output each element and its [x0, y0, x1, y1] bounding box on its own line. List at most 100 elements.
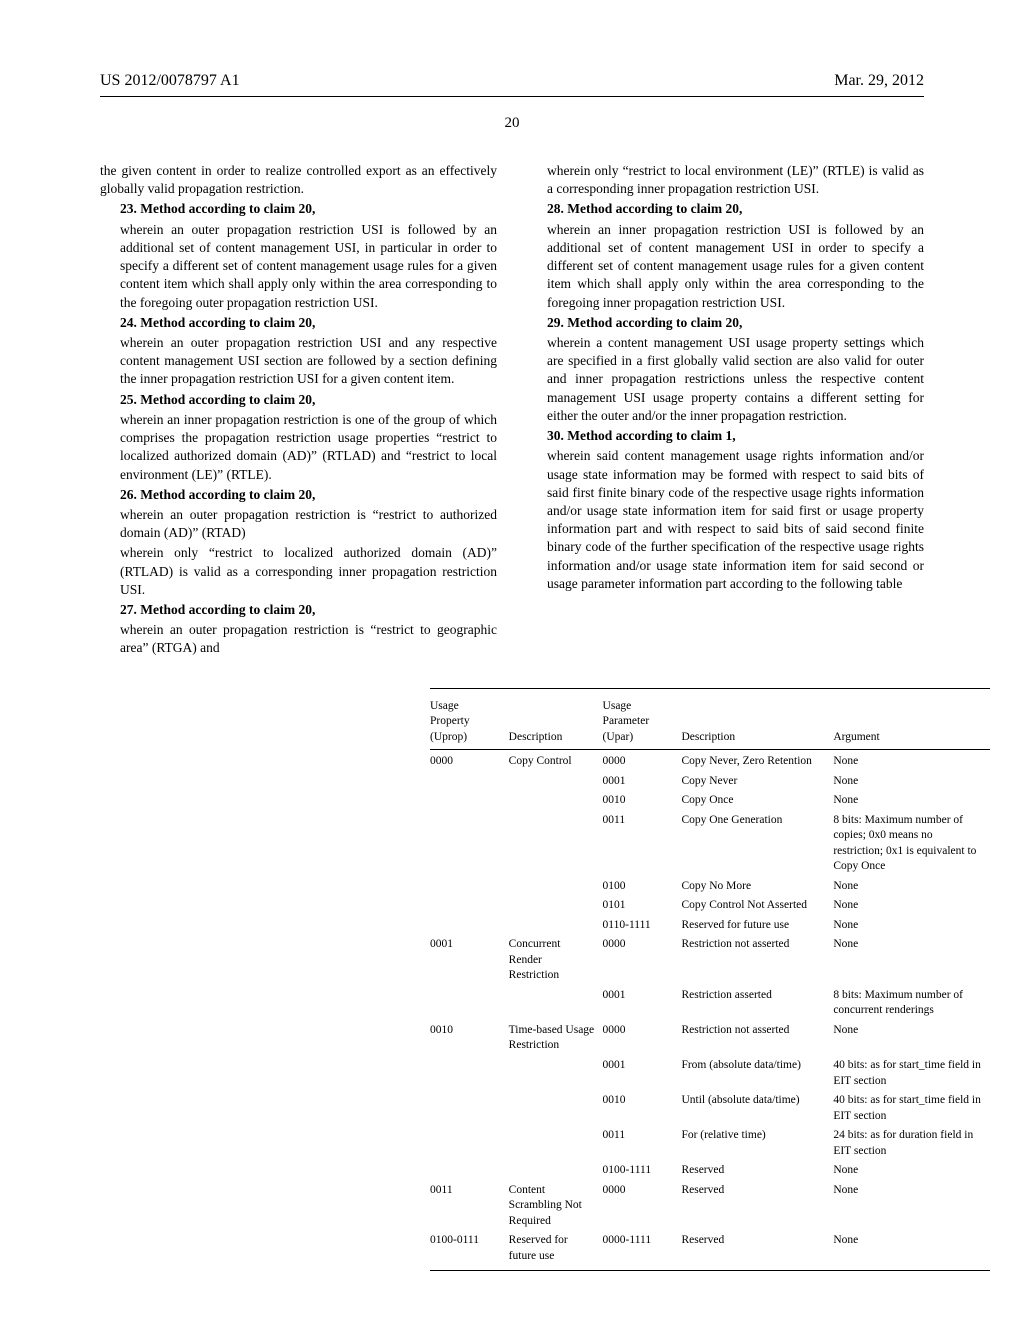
cell-uprop: [430, 914, 509, 934]
cell-upar: 0000: [603, 750, 682, 770]
claim-25-body: wherein an inner propagation restriction…: [100, 411, 497, 484]
cell-arg: None: [833, 770, 990, 790]
cell-arg: 8 bits: Maximum number of copies; 0x0 me…: [833, 809, 990, 875]
cell-arg: 40 bits: as for start_time field in EIT …: [833, 1054, 990, 1089]
table-row: 0110-1111Reserved for future useNone: [430, 914, 990, 934]
claim-24-head: 24. Method according to claim 20,: [100, 314, 497, 332]
cell-uprop: [430, 1054, 509, 1089]
cell-arg: None: [833, 789, 990, 809]
cell-desc2: Copy One Generation: [681, 809, 833, 875]
right-column: wherein only “restrict to local environm…: [527, 162, 924, 660]
cell-uprop: 0010: [430, 1019, 509, 1054]
cell-desc2: Copy Never: [681, 770, 833, 790]
cell-desc1: Copy Control: [509, 750, 603, 770]
cell-upar: 0110-1111: [603, 914, 682, 934]
claim-28-body: wherein an inner propagation restriction…: [527, 221, 924, 312]
table-row: 0001Copy NeverNone: [430, 770, 990, 790]
table-row: 0011For (relative time)24 bits: as for d…: [430, 1124, 990, 1159]
cell-desc1: Time-based Usage Restriction: [509, 1019, 603, 1054]
claim-27-body: wherein an outer propagation restriction…: [100, 621, 497, 657]
claim-29-head: 29. Method according to claim 20,: [527, 314, 924, 332]
cell-upar: 0000: [603, 933, 682, 984]
cell-desc2: Reserved: [681, 1159, 833, 1179]
cell-arg: None: [833, 875, 990, 895]
cell-uprop: 0100-0111: [430, 1229, 509, 1271]
cell-upar: 0011: [603, 1124, 682, 1159]
pub-number: US 2012/0078797 A1: [100, 72, 240, 90]
table-row: 0100-0111Reserved for future use0000-111…: [430, 1229, 990, 1271]
cell-arg: 8 bits: Maximum number of concurrent ren…: [833, 984, 990, 1019]
claim-26-body1: wherein an outer propagation restriction…: [100, 506, 497, 542]
th-uprop: UsageProperty(Uprop): [430, 699, 509, 750]
cell-desc2: Reserved: [681, 1179, 833, 1230]
page-number: 20: [100, 115, 924, 132]
cell-arg: None: [833, 1019, 990, 1054]
table-row: 0010Time-based Usage Restriction0000Rest…: [430, 1019, 990, 1054]
table-row: 0011Copy One Generation8 bits: Maximum n…: [430, 809, 990, 875]
cell-desc1: [509, 875, 603, 895]
cell-uprop: [430, 770, 509, 790]
table-row: 0100-1111ReservedNone: [430, 1159, 990, 1179]
cell-uprop: [430, 1089, 509, 1124]
th-desc2: Description: [681, 699, 833, 750]
claim-27-head: 27. Method according to claim 20,: [100, 601, 497, 619]
cell-desc1: [509, 809, 603, 875]
cell-upar: 0011: [603, 809, 682, 875]
cell-upar: 0100: [603, 875, 682, 895]
table-row: 0011Content Scrambling Not Required0000R…: [430, 1179, 990, 1230]
cell-desc1: [509, 789, 603, 809]
cell-uprop: [430, 875, 509, 895]
cell-arg: None: [833, 894, 990, 914]
cell-uprop: [430, 789, 509, 809]
cell-desc1: Reserved for future use: [509, 1229, 603, 1271]
cell-upar: 0101: [603, 894, 682, 914]
cell-desc2: Copy No More: [681, 875, 833, 895]
cell-uprop: 0000: [430, 750, 509, 770]
cell-desc1: [509, 914, 603, 934]
cell-arg: 24 bits: as for duration field in EIT se…: [833, 1124, 990, 1159]
cell-desc1: [509, 1124, 603, 1159]
cell-desc1: [509, 894, 603, 914]
table-row: 0000Copy Control0000Copy Never, Zero Ret…: [430, 750, 990, 770]
claim-23-head: 23. Method according to claim 20,: [100, 200, 497, 218]
cell-desc2: Copy Control Not Asserted: [681, 894, 833, 914]
claim-24-body: wherein an outer propagation restriction…: [100, 334, 497, 389]
left-column: the given content in order to realize co…: [100, 162, 497, 660]
claim-26-head: 26. Method according to claim 20,: [100, 486, 497, 504]
cell-arg: None: [833, 933, 990, 984]
table-row: 0101Copy Control Not AssertedNone: [430, 894, 990, 914]
claim-27-cont: wherein only “restrict to local environm…: [527, 162, 924, 198]
intro-text: the given content in order to realize co…: [100, 162, 497, 198]
claim-28-head: 28. Method according to claim 20,: [527, 200, 924, 218]
table-row: 0010Until (absolute data/time)40 bits: a…: [430, 1089, 990, 1124]
cell-desc2: Copy Never, Zero Retention: [681, 750, 833, 770]
table-body: 0000Copy Control0000Copy Never, Zero Ret…: [430, 750, 990, 1271]
cell-uprop: [430, 984, 509, 1019]
cell-desc1: Concurrent Render Restriction: [509, 933, 603, 984]
cell-uprop: [430, 1159, 509, 1179]
cell-uprop: [430, 894, 509, 914]
claim-30-body: wherein said content management usage ri…: [527, 447, 924, 593]
cell-desc1: [509, 1089, 603, 1124]
cell-upar: 0001: [603, 984, 682, 1019]
claims-columns: the given content in order to realize co…: [100, 162, 924, 660]
cell-arg: 40 bits: as for start_time field in EIT …: [833, 1089, 990, 1124]
cell-upar: 0100-1111: [603, 1159, 682, 1179]
cell-desc2: For (relative time): [681, 1124, 833, 1159]
cell-upar: 0000-1111: [603, 1229, 682, 1271]
cell-arg: None: [833, 1159, 990, 1179]
claim-29-body: wherein a content management USI usage p…: [527, 334, 924, 425]
header-divider: [100, 96, 924, 97]
cell-desc1: [509, 770, 603, 790]
claim-23-body: wherein an outer propagation restriction…: [100, 221, 497, 312]
pub-date: Mar. 29, 2012: [834, 72, 924, 90]
claim-25-head: 25. Method according to claim 20,: [100, 391, 497, 409]
table-row: 0001Restriction asserted8 bits: Maximum …: [430, 984, 990, 1019]
cell-upar: 0010: [603, 789, 682, 809]
cell-arg: None: [833, 914, 990, 934]
cell-arg: None: [833, 1179, 990, 1230]
th-arg: Argument: [833, 699, 990, 750]
cell-upar: 0010: [603, 1089, 682, 1124]
claim-26-body2: wherein only “restrict to localized auth…: [100, 544, 497, 599]
claim-30-head: 30. Method according to claim 1,: [527, 427, 924, 445]
